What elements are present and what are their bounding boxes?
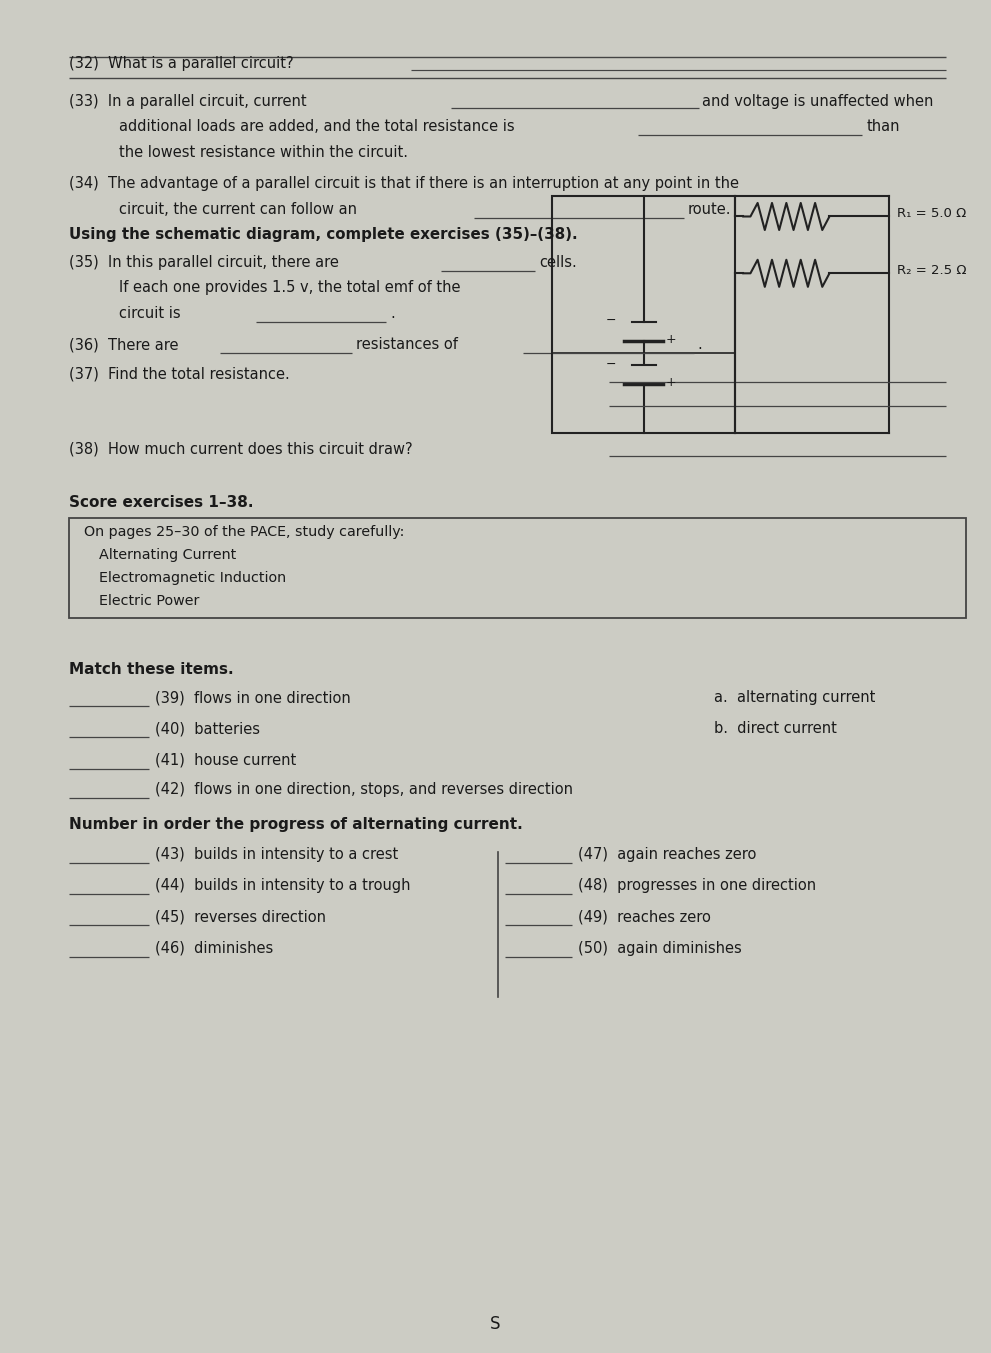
Text: Electromagnetic Induction: Electromagnetic Induction — [99, 571, 286, 584]
Text: (46)  diminishes: (46) diminishes — [155, 940, 273, 955]
Text: Score exercises 1–38.: Score exercises 1–38. — [69, 495, 254, 510]
Text: (41)  house current: (41) house current — [155, 752, 296, 767]
Text: (49)  reaches zero: (49) reaches zero — [578, 909, 711, 924]
Text: (48)  progresses in one direction: (48) progresses in one direction — [578, 878, 816, 893]
Text: circuit is: circuit is — [119, 306, 180, 321]
Text: (40)  batteries: (40) batteries — [155, 721, 260, 736]
Text: (45)  reverses direction: (45) reverses direction — [155, 909, 326, 924]
Text: (42)  flows in one direction, stops, and reverses direction: (42) flows in one direction, stops, and … — [155, 782, 573, 797]
Text: (44)  builds in intensity to a trough: (44) builds in intensity to a trough — [155, 878, 410, 893]
Text: Number in order the progress of alternating current.: Number in order the progress of alternat… — [69, 817, 523, 832]
Text: +: + — [666, 333, 676, 346]
Text: (35)  In this parallel circuit, there are: (35) In this parallel circuit, there are — [69, 254, 339, 269]
Text: a.  alternating current: a. alternating current — [714, 690, 875, 705]
Text: cells.: cells. — [539, 254, 577, 269]
Text: Match these items.: Match these items. — [69, 662, 234, 676]
Text: route.: route. — [688, 202, 731, 216]
Text: −: − — [606, 357, 616, 371]
Text: b.  direct current: b. direct current — [714, 721, 836, 736]
Text: than: than — [866, 119, 900, 134]
Bar — [69, 518, 966, 618]
Text: −: − — [606, 314, 616, 327]
Text: (37)  Find the total resistance.: (37) Find the total resistance. — [69, 367, 290, 382]
Text: resistances of: resistances of — [356, 337, 458, 352]
Text: (38)  How much current does this circuit draw?: (38) How much current does this circuit … — [69, 441, 413, 456]
Text: (33)  In a parallel circuit, current: (33) In a parallel circuit, current — [69, 93, 307, 108]
Text: (32)  What is a parallel circuit?: (32) What is a parallel circuit? — [69, 55, 294, 70]
Text: (43)  builds in intensity to a crest: (43) builds in intensity to a crest — [155, 847, 397, 862]
Text: .: . — [390, 306, 395, 321]
Text: (34)  The advantage of a parallel circuit is that if there is an interruption at: (34) The advantage of a parallel circuit… — [69, 176, 739, 191]
Text: .: . — [698, 337, 703, 352]
Text: and voltage is unaffected when: and voltage is unaffected when — [702, 93, 933, 108]
Text: circuit, the current can follow an: circuit, the current can follow an — [119, 202, 357, 216]
Text: R₁ = 5.0 Ω: R₁ = 5.0 Ω — [897, 207, 966, 221]
Text: S: S — [491, 1315, 500, 1333]
Bar — [552, 196, 735, 433]
Text: (47)  again reaches zero: (47) again reaches zero — [578, 847, 756, 862]
Text: (39)  flows in one direction: (39) flows in one direction — [155, 690, 351, 705]
Text: +: + — [666, 376, 676, 390]
Text: (50)  again diminishes: (50) again diminishes — [578, 940, 741, 955]
Text: Electric Power: Electric Power — [99, 594, 199, 607]
Text: Alternating Current: Alternating Current — [99, 548, 236, 561]
Text: On pages 25–30 of the PACE, study carefully:: On pages 25–30 of the PACE, study carefu… — [84, 525, 404, 538]
Text: the lowest resistance within the circuit.: the lowest resistance within the circuit… — [119, 145, 408, 160]
Text: Using the schematic diagram, complete exercises (35)–(38).: Using the schematic diagram, complete ex… — [69, 227, 578, 242]
Text: R₂ = 2.5 Ω: R₂ = 2.5 Ω — [897, 264, 966, 277]
Text: additional loads are added, and the total resistance is: additional loads are added, and the tota… — [119, 119, 514, 134]
Text: If each one provides 1.5 v, the total emf of the: If each one provides 1.5 v, the total em… — [119, 280, 461, 295]
Text: (36)  There are: (36) There are — [69, 337, 178, 352]
